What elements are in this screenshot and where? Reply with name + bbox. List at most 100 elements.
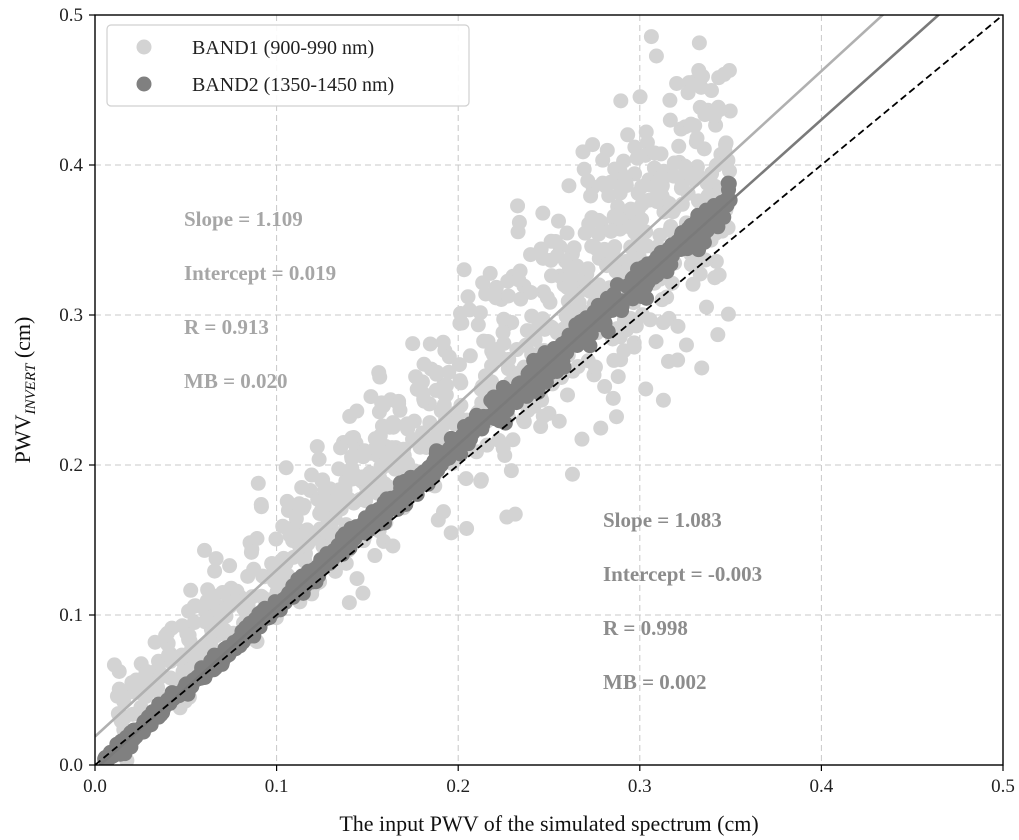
- legend-label: BAND1 (900-990 nm): [192, 37, 374, 59]
- band2-point: [523, 368, 539, 384]
- band1-point: [315, 472, 331, 488]
- band1-point: [671, 138, 687, 154]
- band1-point: [385, 538, 401, 554]
- band1-point: [561, 178, 577, 194]
- band1-point: [535, 250, 551, 266]
- y-tick-label: 0.2: [59, 455, 83, 476]
- band1-point: [372, 369, 388, 385]
- x-tick-label: 0.3: [628, 776, 652, 797]
- band1-point: [499, 509, 515, 525]
- band2-point: [581, 324, 597, 340]
- one-to-one-line: [95, 15, 1003, 765]
- band2-point: [582, 338, 598, 354]
- band1-point: [593, 420, 609, 436]
- band1-point: [314, 502, 330, 518]
- band1-point: [523, 284, 539, 300]
- band1-point: [441, 349, 457, 365]
- band1-point: [549, 248, 565, 264]
- band1-point: [664, 275, 680, 291]
- band1-point: [355, 469, 371, 485]
- band1-point: [634, 307, 650, 323]
- band1-point: [533, 419, 549, 435]
- band2-point: [491, 405, 507, 421]
- band1-point: [647, 179, 663, 195]
- band1-point: [660, 353, 676, 369]
- band1-point: [606, 352, 622, 368]
- band2-point: [420, 467, 436, 483]
- stat-label-band1: Slope = 1.109: [184, 207, 303, 231]
- band1-point: [576, 161, 592, 177]
- band1-point: [333, 440, 349, 456]
- band1-point: [710, 327, 726, 343]
- band1-point: [695, 68, 711, 84]
- band2-point: [536, 363, 552, 379]
- band1-point: [478, 286, 494, 302]
- band1-point: [111, 681, 127, 697]
- band1-point: [454, 315, 470, 331]
- band2-point: [257, 600, 273, 616]
- band1-point: [443, 525, 459, 541]
- band1-point: [268, 531, 284, 547]
- band1-point: [678, 337, 694, 353]
- band1-point: [698, 299, 714, 315]
- band2-point: [454, 435, 470, 451]
- band1-point: [197, 542, 213, 558]
- band1-point: [670, 318, 686, 334]
- band2-point: [568, 317, 584, 333]
- band1-point: [298, 524, 314, 540]
- x-tick-label: 0.2: [446, 776, 470, 797]
- band1-point: [396, 441, 412, 457]
- band1-point: [580, 173, 596, 189]
- band1-point: [550, 213, 566, 229]
- band1-point: [441, 364, 457, 380]
- stat-label-band1: Intercept = 0.019: [184, 261, 336, 285]
- band1-point: [683, 257, 699, 273]
- y-tick-label: 0.1: [59, 605, 83, 626]
- band1-point: [355, 585, 371, 601]
- band1-point: [518, 337, 534, 353]
- band1-point: [696, 141, 712, 157]
- x-axis-title: The input PWV of the simulated spectrum …: [339, 811, 758, 836]
- band1-point: [535, 205, 551, 221]
- band1-point: [462, 348, 478, 364]
- legend-label: BAND2 (1350-1450 nm): [192, 74, 394, 96]
- band1-point: [473, 472, 489, 488]
- band1-point: [207, 563, 223, 579]
- band1-point: [367, 431, 383, 447]
- band1-point: [357, 489, 373, 505]
- band1-point: [158, 628, 174, 644]
- band1-point: [183, 582, 199, 598]
- plot-area: [95, 15, 1003, 765]
- y-axis-title-subscript: INVERT: [23, 362, 39, 415]
- band1-point: [648, 48, 664, 64]
- y-tick-label: 0.0: [59, 755, 83, 776]
- band1-point: [510, 198, 526, 214]
- band2-point: [599, 290, 615, 306]
- band1-point: [406, 413, 422, 429]
- band1-point: [720, 306, 736, 322]
- band1-point: [309, 439, 325, 455]
- band1-point: [125, 706, 141, 722]
- band2-point: [403, 469, 419, 485]
- band1-point: [480, 333, 496, 349]
- band2-point: [537, 346, 553, 362]
- band1-point: [373, 458, 389, 474]
- band1-point: [363, 389, 379, 405]
- band1-point: [436, 385, 452, 401]
- band1-point: [616, 169, 632, 185]
- band1-point: [610, 369, 626, 385]
- band1-point: [382, 419, 398, 435]
- band1-point: [577, 225, 593, 241]
- band1-point: [626, 339, 642, 355]
- band1-point: [435, 418, 451, 434]
- band1-point: [491, 432, 507, 448]
- band2-point: [564, 329, 580, 345]
- y-tick-label: 0.5: [59, 5, 83, 26]
- band1-point: [292, 539, 308, 555]
- band1-point: [711, 267, 727, 283]
- band2-point: [462, 421, 478, 437]
- band2-point: [335, 535, 351, 551]
- band1-point: [452, 373, 468, 389]
- legend-box: [106, 24, 470, 107]
